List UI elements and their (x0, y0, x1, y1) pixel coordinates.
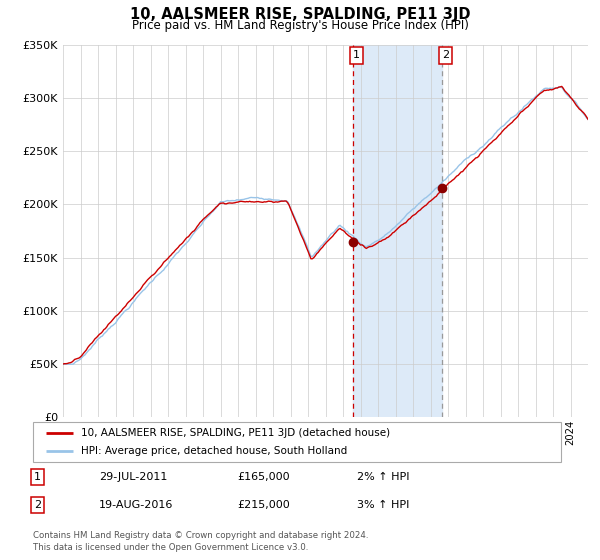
Text: 2: 2 (34, 500, 41, 510)
Text: 19-AUG-2016: 19-AUG-2016 (99, 500, 173, 510)
Text: 10, AALSMEER RISE, SPALDING, PE11 3JD: 10, AALSMEER RISE, SPALDING, PE11 3JD (130, 7, 470, 22)
Bar (353, 45, 442, 417)
Text: 2% ↑ HPI: 2% ↑ HPI (357, 472, 409, 482)
Text: 3% ↑ HPI: 3% ↑ HPI (357, 500, 409, 510)
Text: Contains HM Land Registry data © Crown copyright and database right 2024.: Contains HM Land Registry data © Crown c… (33, 531, 368, 540)
Text: Price paid vs. HM Land Registry's House Price Index (HPI): Price paid vs. HM Land Registry's House … (131, 19, 469, 32)
Text: £165,000: £165,000 (237, 472, 290, 482)
FancyBboxPatch shape (33, 422, 561, 462)
Text: This data is licensed under the Open Government Licence v3.0.: This data is licensed under the Open Gov… (33, 543, 308, 552)
Text: £215,000: £215,000 (237, 500, 290, 510)
Text: 10, AALSMEER RISE, SPALDING, PE11 3JD (detached house): 10, AALSMEER RISE, SPALDING, PE11 3JD (d… (80, 428, 389, 437)
Text: HPI: Average price, detached house, South Holland: HPI: Average price, detached house, Sout… (80, 446, 347, 456)
Text: 1: 1 (34, 472, 41, 482)
Text: 1: 1 (353, 50, 360, 60)
Text: 29-JUL-2011: 29-JUL-2011 (99, 472, 167, 482)
Text: 2: 2 (442, 50, 449, 60)
